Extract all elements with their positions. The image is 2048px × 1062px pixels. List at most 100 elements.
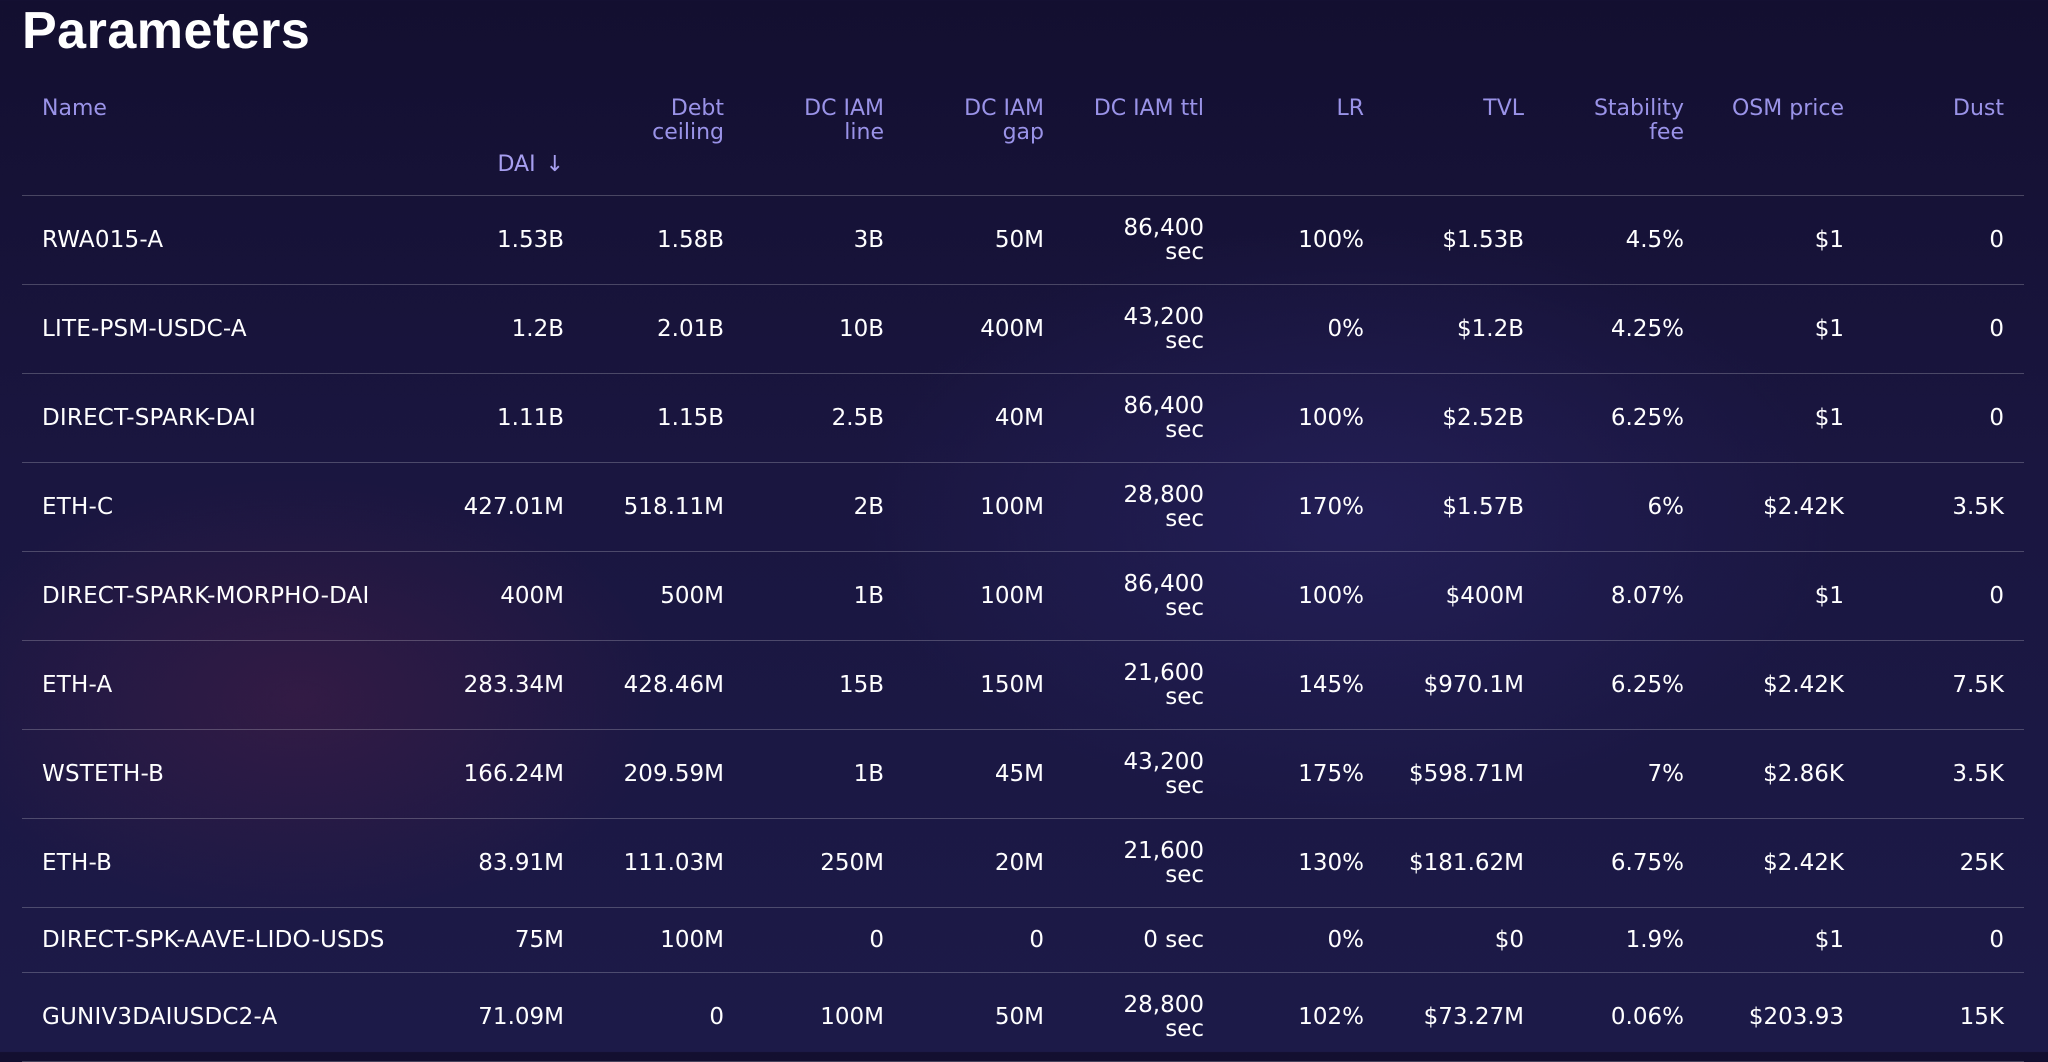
column-header-stability-fee[interactable]: Stability fee bbox=[1544, 87, 1704, 196]
table-row[interactable]: ETH-C 427.01M 518.11M 2B 100M 28,800 sec… bbox=[22, 462, 2024, 552]
cell-stability-fee: 1.9% bbox=[1544, 907, 1704, 973]
cell-dc-iam-line: 2B bbox=[744, 462, 904, 552]
ttl-value: 86,400 sec bbox=[1123, 393, 1204, 443]
column-header-osm-price[interactable]: OSM price bbox=[1704, 87, 1864, 196]
ttl-value: 21,600 sec bbox=[1123, 838, 1204, 888]
cell-dc-iam-gap: 45M bbox=[904, 729, 1064, 819]
cell-debt-ceiling: 428.46M bbox=[584, 640, 744, 730]
column-header-label: LR bbox=[1336, 96, 1364, 121]
cell-debt-ceiling: 500M bbox=[584, 551, 744, 641]
column-header-label: DAI bbox=[497, 152, 536, 177]
ttl-value: 0 sec bbox=[1143, 926, 1204, 953]
cell-tvl: $181.62M bbox=[1384, 818, 1544, 908]
cell-dc-iam-ttl: 43,200 sec bbox=[1064, 729, 1224, 819]
cell-dai: 1.11B bbox=[424, 373, 584, 463]
cell-dc-iam-line: 3B bbox=[744, 195, 904, 285]
cell-name: DIRECT-SPARK-DAI bbox=[22, 373, 424, 463]
column-header-label: DC IAM gap bbox=[964, 96, 1044, 145]
cell-tvl: $1.57B bbox=[1384, 462, 1544, 552]
cell-debt-ceiling: 209.59M bbox=[584, 729, 744, 819]
cell-dc-iam-gap: 100M bbox=[904, 462, 1064, 552]
ttl-value: 86,400 sec bbox=[1123, 571, 1204, 621]
column-header-label: Dust bbox=[1953, 96, 2004, 121]
cell-debt-ceiling: 100M bbox=[584, 907, 744, 973]
cell-dust: 7.5K bbox=[1864, 640, 2024, 730]
cell-name: GUNIV3DAIUSDC2-A bbox=[22, 972, 424, 1062]
cell-dc-iam-gap: 50M bbox=[904, 195, 1064, 285]
cell-tvl: $2.52B bbox=[1384, 373, 1544, 463]
cell-osm-price: $2.42K bbox=[1704, 462, 1864, 552]
column-header-dc-iam-line[interactable]: DC IAM line bbox=[744, 87, 904, 196]
ttl-value: 21,600 sec bbox=[1123, 660, 1204, 710]
cell-stability-fee: 4.5% bbox=[1544, 195, 1704, 285]
table-row[interactable]: DIRECT-SPARK-DAI 1.11B 1.15B 2.5B 40M 86… bbox=[22, 373, 2024, 463]
column-header-dust[interactable]: Dust bbox=[1864, 87, 2024, 196]
cell-dc-iam-line: 2.5B bbox=[744, 373, 904, 463]
cell-dust: 15K bbox=[1864, 972, 2024, 1062]
column-header-debt-ceiling[interactable]: Debt ceiling bbox=[584, 87, 744, 196]
ttl-value: 28,800 sec bbox=[1123, 482, 1204, 532]
cell-dai: 83.91M bbox=[424, 818, 584, 908]
column-header-label: DC IAM ttl bbox=[1093, 96, 1204, 121]
table-row[interactable]: DIRECT-SPK-AAVE-LIDO-USDS 75M 100M 0 0 0… bbox=[22, 907, 2024, 973]
cell-name: ETH-C bbox=[22, 462, 424, 552]
cell-lr: 0% bbox=[1224, 907, 1384, 973]
cell-dc-iam-ttl: 28,800 sec bbox=[1064, 972, 1224, 1062]
cell-osm-price: $2.86K bbox=[1704, 729, 1864, 819]
table-row[interactable]: LITE-PSM-USDC-A 1.2B 2.01B 10B 400M 43,2… bbox=[22, 284, 2024, 374]
cell-debt-ceiling: 111.03M bbox=[584, 818, 744, 908]
cell-dc-iam-gap: 100M bbox=[904, 551, 1064, 641]
table-row[interactable]: RWA015-A 1.53B 1.58B 3B 50M 86,400 sec 1… bbox=[22, 195, 2024, 285]
column-header-label: OSM price bbox=[1731, 96, 1844, 121]
ttl-value: 86,400 sec bbox=[1123, 215, 1204, 265]
cell-dust: 0 bbox=[1864, 284, 2024, 374]
column-header-lr[interactable]: LR bbox=[1224, 87, 1384, 196]
cell-name: ETH-A bbox=[22, 640, 424, 730]
table-row[interactable]: GUNIV3DAIUSDC2-A 71.09M 0 100M 50M 28,80… bbox=[22, 972, 2024, 1062]
cell-tvl: $970.1M bbox=[1384, 640, 1544, 730]
arrow-down-icon[interactable]: ↓ bbox=[545, 152, 564, 177]
cell-tvl: $73.27M bbox=[1384, 972, 1544, 1062]
cell-dc-iam-line: 250M bbox=[744, 818, 904, 908]
cell-dust: 0 bbox=[1864, 551, 2024, 641]
cell-dc-iam-ttl: 28,800 sec bbox=[1064, 462, 1224, 552]
cell-stability-fee: 6% bbox=[1544, 462, 1704, 552]
ttl-value: 43,200 sec bbox=[1123, 304, 1204, 354]
cell-dc-iam-gap: 0 bbox=[904, 907, 1064, 973]
parameters-table: Name DAI ↓ Debt ceiling DC IAM line DC IA… bbox=[22, 87, 2024, 1062]
cell-dc-iam-gap: 50M bbox=[904, 972, 1064, 1062]
cell-dai: 427.01M bbox=[424, 462, 584, 552]
column-header-name[interactable]: Name bbox=[22, 87, 424, 196]
cell-dc-iam-gap: 400M bbox=[904, 284, 1064, 374]
table-row[interactable]: WSTETH-B 166.24M 209.59M 1B 45M 43,200 s… bbox=[22, 729, 2024, 819]
cell-dai: 283.34M bbox=[424, 640, 584, 730]
column-header-label: DC IAM line bbox=[804, 96, 884, 145]
table-row[interactable]: ETH-B 83.91M 111.03M 250M 20M 21,600 sec… bbox=[22, 818, 2024, 908]
cell-dc-iam-line: 1B bbox=[744, 729, 904, 819]
cell-dust: 3.5K bbox=[1864, 462, 2024, 552]
cell-stability-fee: 4.25% bbox=[1544, 284, 1704, 374]
cell-osm-price: $1 bbox=[1704, 195, 1864, 285]
column-header-label: Name bbox=[42, 96, 107, 121]
cell-dai: 400M bbox=[424, 551, 584, 641]
table-row[interactable]: DIRECT-SPARK-MORPHO-DAI 400M 500M 1B 100… bbox=[22, 551, 2024, 641]
page-title: Parameters bbox=[22, 2, 311, 60]
cell-lr: 130% bbox=[1224, 818, 1384, 908]
column-header-dai[interactable]: DAI ↓ bbox=[424, 87, 584, 196]
ttl-value: 43,200 sec bbox=[1123, 749, 1204, 799]
cell-osm-price: $2.42K bbox=[1704, 640, 1864, 730]
cell-dc-iam-ttl: 0 sec bbox=[1064, 907, 1224, 973]
cell-stability-fee: 0.06% bbox=[1544, 972, 1704, 1062]
table-row[interactable]: ETH-A 283.34M 428.46M 15B 150M 21,600 se… bbox=[22, 640, 2024, 730]
cell-stability-fee: 6.75% bbox=[1544, 818, 1704, 908]
cell-name: WSTETH-B bbox=[22, 729, 424, 819]
cell-dc-iam-gap: 150M bbox=[904, 640, 1064, 730]
cell-osm-price: $1 bbox=[1704, 907, 1864, 973]
cell-stability-fee: 8.07% bbox=[1544, 551, 1704, 641]
column-header-dc-iam-ttl[interactable]: DC IAM ttl bbox=[1064, 87, 1224, 196]
cell-lr: 100% bbox=[1224, 551, 1384, 641]
table-header: Name DAI ↓ Debt ceiling DC IAM line DC IA… bbox=[22, 87, 2024, 196]
column-header-tvl[interactable]: TVL bbox=[1384, 87, 1544, 196]
cell-tvl: $598.71M bbox=[1384, 729, 1544, 819]
column-header-dc-iam-gap[interactable]: DC IAM gap bbox=[904, 87, 1064, 196]
